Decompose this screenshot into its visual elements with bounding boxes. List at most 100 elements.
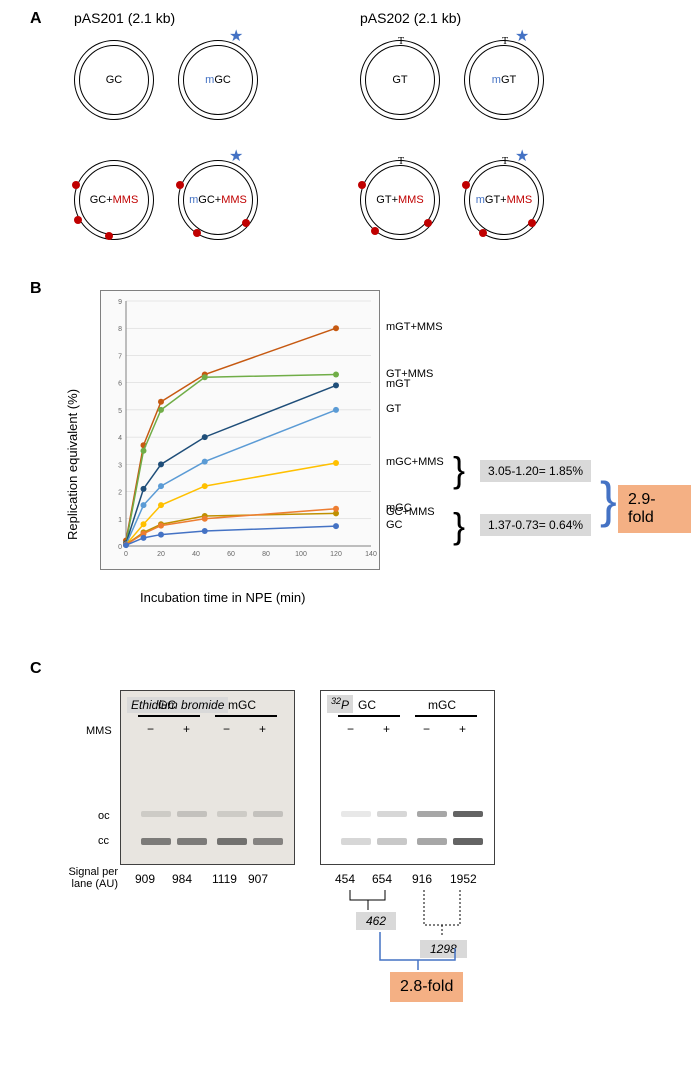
pAS201-title: pAS201 (2.1 kb) [74, 10, 175, 26]
svg-text:0: 0 [118, 544, 122, 551]
t-mark: T [398, 156, 404, 167]
svg-text:2: 2 [118, 490, 122, 497]
minus-label: − [147, 722, 154, 736]
svg-text:5: 5 [118, 408, 122, 415]
plus-label: + [259, 722, 266, 736]
plasmid-mgt-mms: T ★ mGT+MMS [464, 160, 544, 240]
mms-dot [176, 181, 184, 189]
plasmid-gc-mms: GC+MMS [74, 160, 154, 240]
mms-dot [72, 181, 80, 189]
minus-label: − [423, 722, 430, 736]
signal-left-3: 907 [248, 872, 268, 886]
group-bar [415, 715, 477, 717]
svg-text:140: 140 [365, 551, 377, 558]
signal-left-1: 984 [172, 872, 192, 886]
mms-dot [371, 227, 379, 235]
t-mark: T [398, 36, 404, 47]
mms-dot [424, 219, 432, 227]
col-gc-right: GC [358, 698, 376, 712]
mms-dot [105, 232, 113, 240]
star-icon: ★ [515, 29, 529, 45]
plus-label: + [383, 722, 390, 736]
svg-text:20: 20 [157, 551, 165, 558]
blue-brace-icon: } [600, 475, 617, 525]
star-icon: ★ [229, 149, 243, 165]
svg-text:40: 40 [192, 551, 200, 558]
plasmid-mgc-mms: ★ mGC+MMS [178, 160, 258, 240]
svg-text:100: 100 [295, 551, 307, 558]
t-mark: T [502, 156, 508, 167]
svg-text:8: 8 [118, 326, 122, 333]
plasmid-gt-mms: T GT+MMS [360, 160, 440, 240]
brace-icon: } [453, 508, 465, 544]
chart-svg: 0 1 2 3 4 5 6 7 8 9 0 20 40 60 80 100 120 140 [101, 291, 381, 571]
mms-dot [479, 229, 487, 237]
plus-label: + [183, 722, 190, 736]
mms-dot [462, 181, 470, 189]
signal-right-1: 654 [372, 872, 392, 886]
series-label-mGC: mGC [386, 502, 412, 514]
plasmid-mgc-label: mGC [205, 74, 231, 86]
plasmid-mgc-mms-label: mGC+MMS [189, 194, 247, 206]
t-mark: T [502, 36, 508, 47]
mms-dot [358, 181, 366, 189]
pAS202-title: pAS202 (2.1 kb) [360, 10, 461, 26]
star-icon: ★ [515, 149, 529, 165]
signal-right-0: 454 [335, 872, 355, 886]
svg-text:4: 4 [118, 435, 122, 442]
gel-left-title: Ethidium bromide [127, 697, 228, 713]
col-mgc-left: mGC [228, 698, 256, 712]
oc-label: oc [98, 810, 110, 822]
plasmid-gc-mms-label: GC+MMS [90, 194, 139, 206]
svg-text:120: 120 [330, 551, 342, 558]
series-label-GC: GC [386, 519, 403, 531]
svg-text:7: 7 [118, 353, 122, 360]
svg-text:60: 60 [227, 551, 235, 558]
signal-label: Signal per lane (AU) [50, 866, 118, 890]
minus-label: − [347, 722, 354, 736]
mms-dot [193, 229, 201, 237]
minus-label: − [223, 722, 230, 736]
cc-label: cc [98, 835, 109, 847]
plasmid-gt-label: GT [392, 74, 407, 86]
panel-b-label: B [30, 280, 42, 298]
panel-c: C Ethidium bromide 32P GC mGC − + − + GC… [0, 660, 691, 1070]
gel-right-title: 32P [327, 695, 353, 713]
svg-text:1: 1 [118, 517, 122, 524]
calc-462: 462 [356, 912, 396, 930]
series-label-mGT: mGT [386, 378, 410, 390]
signal-right-3: 1952 [450, 872, 477, 886]
plasmid-gc: GC [74, 40, 154, 120]
svg-text:9: 9 [118, 299, 122, 306]
signal-left-0: 909 [135, 872, 155, 886]
plasmid-gt: T GT [360, 40, 440, 120]
plasmid-mgt-mms-label: mGT+MMS [476, 194, 533, 206]
brace-icon: } [453, 452, 465, 488]
svg-text:0: 0 [124, 551, 128, 558]
plasmid-mgt: T ★ mGT [464, 40, 544, 120]
chart-plot-area: 0 1 2 3 4 5 6 7 8 9 0 20 40 60 80 100 120 140 [100, 290, 380, 570]
mms-row-label: MMS [86, 725, 112, 737]
panel-b: B Replication equivalent (%) 01234567890… [0, 280, 691, 660]
series-label-mGT+MMS: mGT+MMS [386, 321, 443, 333]
plasmid-gt-mms-label: GT+MMS [376, 194, 423, 206]
group-bar [338, 715, 400, 717]
y-axis-label: Replication equivalent (%) [65, 389, 80, 540]
mms-dot [74, 216, 82, 224]
col-gc-left: GC [158, 698, 176, 712]
fold-box-c: 2.8-fold [390, 972, 463, 1002]
panel-a: A pAS201 (2.1 kb) pAS202 (2.1 kb) GC ★ m… [0, 0, 691, 280]
svg-text:6: 6 [118, 381, 122, 388]
series-label-mGC+MMS: mGC+MMS [386, 456, 444, 468]
svg-text:3: 3 [118, 462, 122, 469]
star-icon: ★ [229, 29, 243, 45]
plasmid-mgt-label: mGT [492, 74, 516, 86]
figure-root: A pAS201 (2.1 kb) pAS202 (2.1 kb) GC ★ m… [0, 0, 691, 1070]
calc-box-top: 3.05-1.20= 1.85% [480, 460, 591, 482]
group-bar [138, 715, 200, 717]
svg-text:80: 80 [262, 551, 270, 558]
plus-label: + [459, 722, 466, 736]
plasmid-gc-label: GC [106, 74, 123, 86]
series-label-GT: GT [386, 403, 401, 415]
mms-dot [528, 219, 536, 227]
